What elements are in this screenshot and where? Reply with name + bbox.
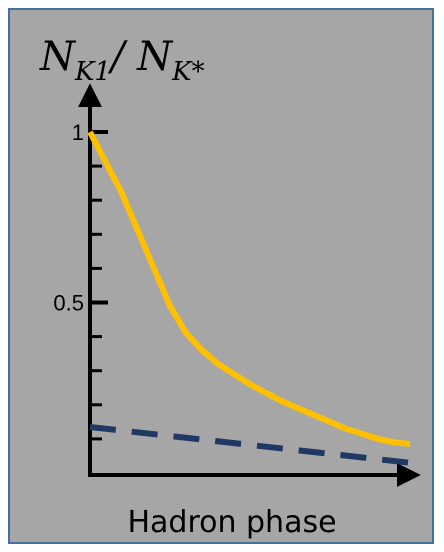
y-tick-label: 0.5: [53, 291, 84, 316]
y-tick-label: 1: [72, 120, 84, 145]
series-layer: [87, 130, 411, 466]
solid-series-line: [87, 130, 411, 447]
dashed-series-line: [89, 424, 411, 466]
x-axis-title: Hadron phase: [127, 505, 336, 540]
y-title-slash: /: [107, 34, 137, 80]
y-title-symbol-den: N: [136, 34, 174, 80]
y-title-sub-num: K1: [74, 57, 111, 87]
y-title-sub-den: K*: [171, 57, 204, 87]
y-title-symbol-num: N: [39, 34, 77, 80]
y-axis-title: NK1/ NK*: [39, 34, 205, 87]
major-ticks: 10.5: [53, 120, 108, 316]
chart-svg: NK1/ NK* 10.5 Hadron phase: [39, 34, 421, 540]
chart-figure: NK1/ NK* 1 0.5 Hadron phase: [8, 8, 434, 544]
